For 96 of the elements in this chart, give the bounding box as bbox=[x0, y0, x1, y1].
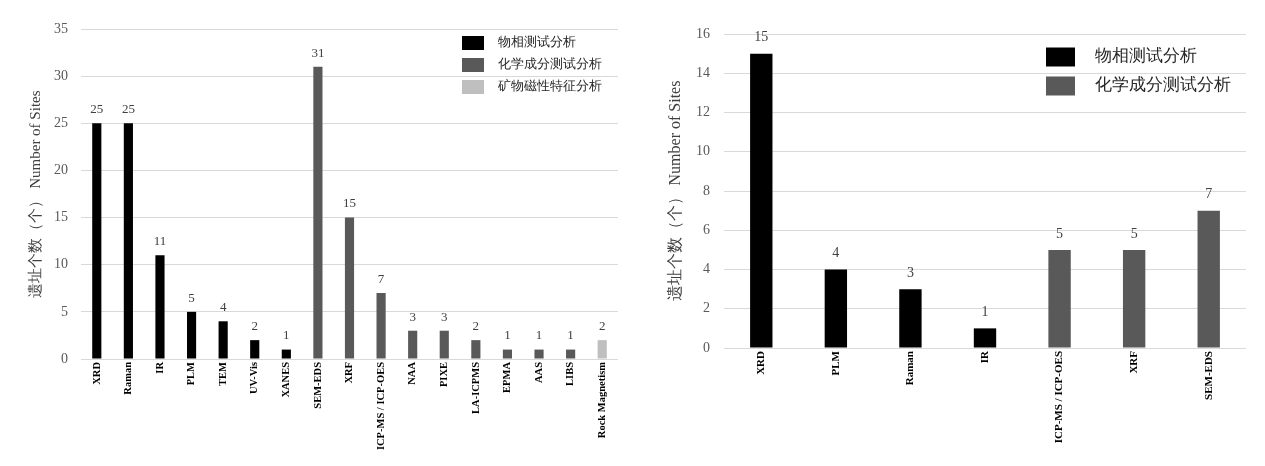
x-tick-label: ICP-MS / ICP-OES bbox=[374, 361, 386, 451]
y-axis-title: 遗址个数（个） Number of Sites bbox=[665, 80, 683, 302]
x-tick-label: PLM bbox=[828, 350, 841, 376]
y-tick-label: 10 bbox=[54, 256, 68, 272]
data-label: 7 bbox=[377, 270, 385, 286]
data-label: 2 bbox=[251, 318, 258, 334]
legend-label: 化学成分测试分析 bbox=[498, 56, 602, 72]
data-label: 2 bbox=[598, 318, 606, 334]
x-tick-label: Raman bbox=[903, 351, 916, 386]
bar bbox=[566, 349, 576, 359]
data-label: 4 bbox=[832, 245, 840, 261]
y-tick-label: 5 bbox=[61, 303, 68, 319]
x-tick-label: IR bbox=[977, 349, 990, 364]
x-tick-label: PIXE bbox=[437, 362, 449, 388]
data-label: 25 bbox=[121, 101, 135, 117]
y-tick-label: 0 bbox=[61, 350, 68, 366]
data-label: 1 bbox=[981, 304, 989, 320]
bar bbox=[281, 349, 291, 359]
data-label: 3 bbox=[409, 308, 416, 324]
bar bbox=[439, 330, 449, 359]
y-axis-title: 遗址个数（个） Number of Sites bbox=[26, 90, 43, 298]
x-tick-label: XRD bbox=[754, 350, 767, 375]
y-tick-label: 14 bbox=[696, 64, 710, 80]
bar bbox=[186, 311, 197, 359]
bar bbox=[471, 340, 481, 359]
data-label: 11 bbox=[153, 233, 167, 249]
x-tick-label: PLM bbox=[185, 361, 197, 386]
bar bbox=[344, 217, 355, 359]
data-label: 3 bbox=[441, 308, 448, 324]
x-tick-label: ICP-MS / ICP-OES bbox=[1052, 351, 1065, 444]
data-label: 15 bbox=[343, 195, 356, 211]
x-tick-label: TEM bbox=[216, 361, 228, 386]
x-tick-label: SEM-EDS bbox=[311, 361, 323, 409]
y-tick-label: 20 bbox=[54, 162, 68, 178]
data-label: 3 bbox=[906, 264, 914, 280]
bar bbox=[92, 123, 102, 359]
x-tick-label: Rock Magnetism bbox=[595, 361, 607, 439]
data-label: 15 bbox=[754, 29, 769, 45]
x-tick-label: UV-Vis bbox=[248, 362, 260, 395]
bar bbox=[1122, 249, 1146, 348]
legend-label: 物相测试分析 bbox=[498, 34, 576, 50]
y-tick-label: 16 bbox=[696, 25, 710, 41]
x-tick-label: XRD bbox=[90, 361, 102, 385]
data-label: 1 bbox=[535, 327, 543, 343]
data-label: 5 bbox=[188, 289, 195, 305]
y-tick-label: 25 bbox=[54, 114, 68, 130]
data-label: 5 bbox=[1056, 225, 1064, 241]
data-label: 7 bbox=[1205, 186, 1213, 202]
data-label: 5 bbox=[1130, 225, 1138, 241]
x-tick-label: XRF bbox=[343, 362, 355, 384]
bar bbox=[1048, 249, 1071, 348]
bar bbox=[824, 269, 848, 348]
y-tick-label: 30 bbox=[54, 67, 68, 83]
data-label: 1 bbox=[504, 327, 511, 343]
data-label: 4 bbox=[219, 299, 227, 315]
x-tick-label: XANES bbox=[280, 361, 292, 398]
data-label: 25 bbox=[90, 101, 104, 117]
x-tick-label: AAS bbox=[532, 361, 544, 384]
y-tick-label: 0 bbox=[703, 339, 710, 355]
x-tick-label: NAA bbox=[406, 361, 418, 385]
bar bbox=[899, 289, 922, 348]
bar bbox=[1197, 210, 1220, 348]
y-tick-label: 4 bbox=[703, 261, 710, 277]
y-tick-label: 12 bbox=[696, 104, 710, 120]
bar bbox=[408, 330, 418, 359]
y-tick-label: 8 bbox=[703, 182, 710, 198]
x-tick-label: XRF bbox=[1126, 350, 1139, 374]
data-label: 1 bbox=[283, 327, 290, 343]
x-tick-label: LIBS bbox=[564, 361, 576, 386]
bar bbox=[218, 321, 228, 359]
y-tick-label: 10 bbox=[696, 143, 710, 159]
bar bbox=[502, 349, 513, 359]
y-tick-label: 35 bbox=[54, 20, 68, 36]
legend-label: 物相测试分析 bbox=[1095, 46, 1197, 66]
bar bbox=[250, 340, 260, 359]
legend-label: 矿物磁性特征分析 bbox=[497, 78, 602, 94]
x-tick-label: SEM-EDS bbox=[1201, 351, 1214, 400]
y-tick-label: 6 bbox=[703, 221, 710, 237]
bar bbox=[313, 66, 323, 359]
x-tick-label: LA-ICPMS bbox=[469, 361, 481, 414]
x-tick-label: EPMA bbox=[501, 361, 513, 393]
bar bbox=[750, 53, 773, 348]
bar bbox=[376, 293, 386, 359]
data-label: 1 bbox=[567, 327, 574, 343]
x-tick-label: Raman bbox=[122, 361, 134, 395]
bar bbox=[973, 328, 997, 348]
bar bbox=[123, 123, 133, 359]
bar bbox=[534, 349, 544, 359]
bar bbox=[597, 340, 607, 359]
data-label: 2 bbox=[472, 318, 480, 334]
y-tick-label: 15 bbox=[54, 209, 68, 225]
x-tick-label: IR bbox=[153, 361, 165, 374]
bar bbox=[155, 255, 165, 359]
y-tick-label: 2 bbox=[703, 300, 710, 316]
legend-label: 化学成分测试分析 bbox=[1095, 75, 1231, 95]
data-label: 31 bbox=[311, 44, 325, 60]
